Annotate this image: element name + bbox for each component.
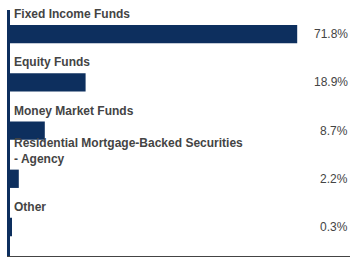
- svg-text:71.8%: 71.8%: [314, 27, 348, 41]
- svg-text:2.2%: 2.2%: [320, 172, 348, 186]
- svg-text:0.3%: 0.3%: [320, 220, 348, 234]
- svg-text:Other: Other: [14, 200, 46, 214]
- svg-text:Equity Funds: Equity Funds: [14, 55, 90, 69]
- svg-text:18.9%: 18.9%: [314, 75, 348, 89]
- svg-text:Fixed Income Funds: Fixed Income Funds: [14, 7, 130, 21]
- svg-text:Residential Mortgage-Backed Se: Residential Mortgage-Backed Securities- …: [14, 136, 243, 166]
- svg-text:8.7%: 8.7%: [320, 124, 348, 138]
- svg-text:Money Market Funds: Money Market Funds: [14, 104, 134, 118]
